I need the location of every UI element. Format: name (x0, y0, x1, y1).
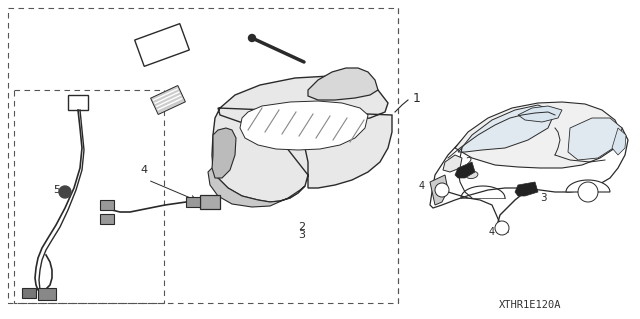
Polygon shape (308, 68, 378, 100)
Text: 1: 1 (413, 92, 421, 105)
Polygon shape (566, 180, 610, 192)
Text: 4: 4 (489, 227, 495, 237)
Text: 3: 3 (540, 193, 547, 203)
Polygon shape (443, 155, 462, 172)
Text: 4: 4 (419, 181, 425, 191)
Polygon shape (212, 76, 392, 202)
Bar (150, 85, 186, 115)
Circle shape (578, 182, 598, 202)
Text: 2: 2 (298, 222, 305, 232)
Polygon shape (208, 168, 305, 207)
Polygon shape (515, 182, 538, 196)
Polygon shape (455, 162, 475, 178)
Polygon shape (568, 118, 622, 160)
Circle shape (248, 34, 255, 41)
Text: 5: 5 (53, 185, 60, 195)
Ellipse shape (466, 171, 478, 179)
Circle shape (435, 183, 449, 197)
Bar (14, 90, 164, 303)
Bar (22, 288, 36, 298)
Text: 3: 3 (298, 230, 305, 240)
Polygon shape (455, 102, 622, 168)
Bar (38, 288, 56, 300)
Polygon shape (212, 128, 236, 178)
Text: XTHR1E120A: XTHR1E120A (499, 300, 561, 310)
Polygon shape (430, 175, 448, 205)
Bar (8, 8, 398, 303)
Bar (134, 24, 189, 66)
Text: 4: 4 (141, 165, 148, 175)
Bar (100, 214, 114, 224)
Circle shape (495, 221, 509, 235)
Polygon shape (458, 105, 555, 152)
Polygon shape (430, 112, 628, 208)
Bar (186, 197, 200, 207)
Bar (68, 95, 88, 110)
Bar (200, 195, 220, 209)
Polygon shape (518, 106, 562, 122)
Circle shape (59, 186, 71, 198)
Polygon shape (612, 128, 626, 155)
Polygon shape (240, 101, 368, 150)
Text: 2: 2 (465, 157, 472, 167)
Bar (100, 200, 114, 210)
